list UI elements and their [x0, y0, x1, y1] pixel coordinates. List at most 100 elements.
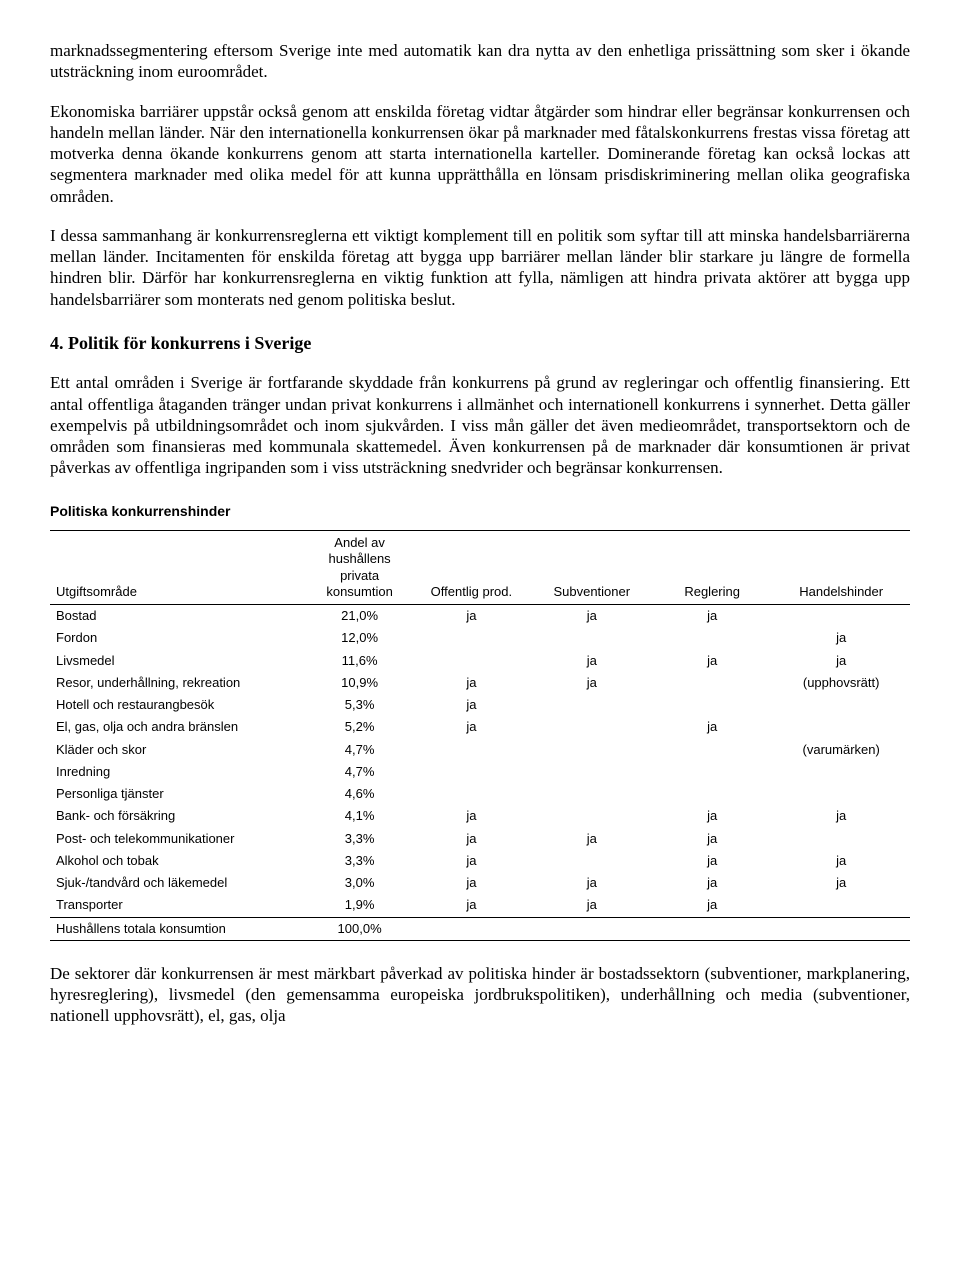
table-row: Hotell och restaurangbesök5,3%ja [50, 694, 910, 716]
table-cell: ja [411, 605, 531, 628]
table-cell: ja [652, 850, 772, 872]
table-cell [772, 828, 910, 850]
table-cell: ja [532, 672, 652, 694]
table-cell [772, 917, 910, 940]
table-cell: ja [411, 894, 531, 917]
table-row: Alkohol och tobak3,3%jajaja [50, 850, 910, 872]
table-cell: 3,3% [308, 828, 411, 850]
table-cell: 4,7% [308, 739, 411, 761]
table-cell [652, 627, 772, 649]
table-cell: 4,6% [308, 783, 411, 805]
table-cell [772, 783, 910, 805]
table-cell [411, 739, 531, 761]
table-cell: 11,6% [308, 650, 411, 672]
table-cell [532, 761, 652, 783]
table-total-row: Hushållens totala konsumtion100,0% [50, 917, 910, 940]
table-cell: ja [411, 850, 531, 872]
table-cell: Bank- och försäkring [50, 805, 308, 827]
table-body: Bostad21,0%jajajaFordon12,0%jaLivsmedel1… [50, 605, 910, 941]
table-cell: Livsmedel [50, 650, 308, 672]
table-cell: Hushållens totala konsumtion [50, 917, 308, 940]
table-row: Livsmedel11,6%jajaja [50, 650, 910, 672]
table-cell: ja [652, 605, 772, 628]
table-cell: ja [652, 650, 772, 672]
table-cell: 5,2% [308, 716, 411, 738]
table-cell [652, 672, 772, 694]
table-cell [411, 650, 531, 672]
table-row: Kläder och skor4,7%(varumärken) [50, 739, 910, 761]
table-row: Post- och telekommunikationer3,3%jajaja [50, 828, 910, 850]
table-cell: ja [411, 872, 531, 894]
table-cell: ja [411, 716, 531, 738]
table-cell: ja [532, 894, 652, 917]
table-cell [532, 917, 652, 940]
table-cell [411, 783, 531, 805]
table-cell: ja [532, 872, 652, 894]
table-cell: 1,9% [308, 894, 411, 917]
table-cell: ja [532, 605, 652, 628]
table-cell [772, 716, 910, 738]
table-cell: El, gas, olja och andra bränslen [50, 716, 308, 738]
table-cell: (upphovsrätt) [772, 672, 910, 694]
body-paragraph: De sektorer där konkurrensen är mest mär… [50, 963, 910, 1027]
table-cell: ja [652, 828, 772, 850]
table-cell: 10,9% [308, 672, 411, 694]
table-cell [772, 694, 910, 716]
table-title: Politiska konkurrenshinder [50, 503, 910, 521]
table-cell: ja [772, 805, 910, 827]
table-row: El, gas, olja och andra bränslen5,2%jaja [50, 716, 910, 738]
table-cell: Personliga tjänster [50, 783, 308, 805]
table-cell [772, 761, 910, 783]
table-cell [652, 761, 772, 783]
table-row: Fordon12,0%ja [50, 627, 910, 649]
table-cell: 4,1% [308, 805, 411, 827]
table-cell [532, 783, 652, 805]
table-row: Transporter1,9%jajaja [50, 894, 910, 917]
table-cell [652, 783, 772, 805]
table-cell [411, 627, 531, 649]
table-header-row: Utgiftsområde Andel av hushållens privat… [50, 531, 910, 605]
table-cell: ja [772, 850, 910, 872]
table-cell [652, 694, 772, 716]
table-cell: Bostad [50, 605, 308, 628]
table-cell: Sjuk-/tandvård och läkemedel [50, 872, 308, 894]
th-pct: Andel av hushållens privata konsumtion [308, 531, 411, 605]
table-cell: ja [652, 872, 772, 894]
konkurrenshinder-table: Utgiftsområde Andel av hushållens privat… [50, 530, 910, 941]
table-cell: 12,0% [308, 627, 411, 649]
table-cell: 5,3% [308, 694, 411, 716]
table-cell: ja [532, 650, 652, 672]
table-cell: ja [652, 894, 772, 917]
table-cell: ja [652, 805, 772, 827]
table-cell: Resor, underhållning, rekreation [50, 672, 308, 694]
body-paragraph: Ett antal områden i Sverige är fortfaran… [50, 372, 910, 478]
table-row: Bank- och försäkring4,1%jajaja [50, 805, 910, 827]
table-cell [532, 850, 652, 872]
table-cell [652, 917, 772, 940]
table-cell [532, 694, 652, 716]
table-cell [532, 805, 652, 827]
table-cell: ja [411, 828, 531, 850]
table-cell: 3,3% [308, 850, 411, 872]
table-cell: Inredning [50, 761, 308, 783]
table-cell: ja [411, 805, 531, 827]
table-cell: ja [772, 650, 910, 672]
table-cell: ja [411, 672, 531, 694]
table-cell: Alkohol och tobak [50, 850, 308, 872]
table-cell [772, 605, 910, 628]
table-cell: ja [772, 872, 910, 894]
body-paragraph: Ekonomiska barriärer uppstår också genom… [50, 101, 910, 207]
table-cell [532, 716, 652, 738]
section-heading: 4. Politik för konkurrens i Sverige [50, 332, 910, 355]
th-sub: Subventioner [532, 531, 652, 605]
table-cell: 100,0% [308, 917, 411, 940]
table-cell: Transporter [50, 894, 308, 917]
table-cell: ja [411, 694, 531, 716]
table-cell [411, 761, 531, 783]
table-cell [652, 739, 772, 761]
table-cell [532, 739, 652, 761]
table-cell: Hotell och restaurangbesök [50, 694, 308, 716]
table-cell: 21,0% [308, 605, 411, 628]
body-paragraph: I dessa sammanhang är konkurrensreglerna… [50, 225, 910, 310]
table-cell: ja [772, 627, 910, 649]
